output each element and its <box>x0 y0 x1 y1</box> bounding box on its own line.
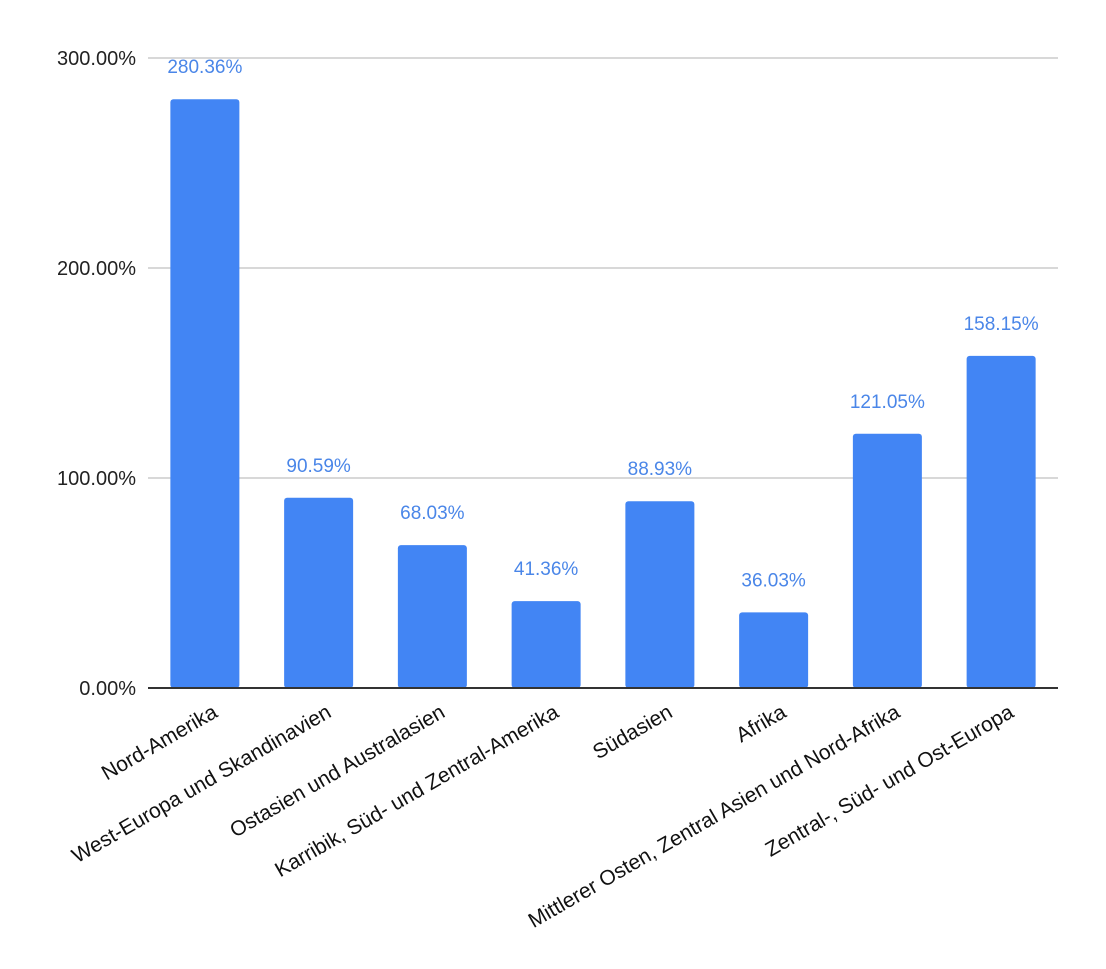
y-tick-label: 0.00% <box>79 678 136 700</box>
x-tick-label: Südasien <box>589 700 676 764</box>
bar <box>511 601 581 688</box>
data-label: 36.03% <box>741 570 806 591</box>
y-tick-label: 100.00% <box>57 468 136 490</box>
data-label: 41.36% <box>514 559 579 580</box>
data-label: 88.93% <box>628 459 693 480</box>
gridlines <box>148 57 1058 479</box>
bar <box>852 433 922 688</box>
data-label: 121.05% <box>850 392 925 413</box>
y-axis-tick-labels: 0.00% 100.00% 200.00% 300.00% <box>57 48 136 700</box>
data-label: 68.03% <box>400 503 465 524</box>
x-tick-label: Afrika <box>732 700 790 747</box>
y-tick-label: 300.00% <box>57 48 136 70</box>
bar <box>625 501 695 688</box>
bar <box>170 99 240 688</box>
bar <box>284 497 354 688</box>
data-label: 158.15% <box>964 314 1039 335</box>
data-label: 280.36% <box>167 57 242 78</box>
y-tick-label: 200.00% <box>57 258 136 280</box>
x-tick-label: Ostasien und Australasien <box>226 700 449 842</box>
bar <box>397 545 467 688</box>
bar <box>966 355 1036 688</box>
data-label: 90.59% <box>286 456 351 477</box>
bars <box>170 99 1036 688</box>
bar <box>739 612 809 688</box>
data-labels: 280.36% 90.59% 68.03% 41.36% 88.93% 36.03% 121… <box>167 57 1038 591</box>
